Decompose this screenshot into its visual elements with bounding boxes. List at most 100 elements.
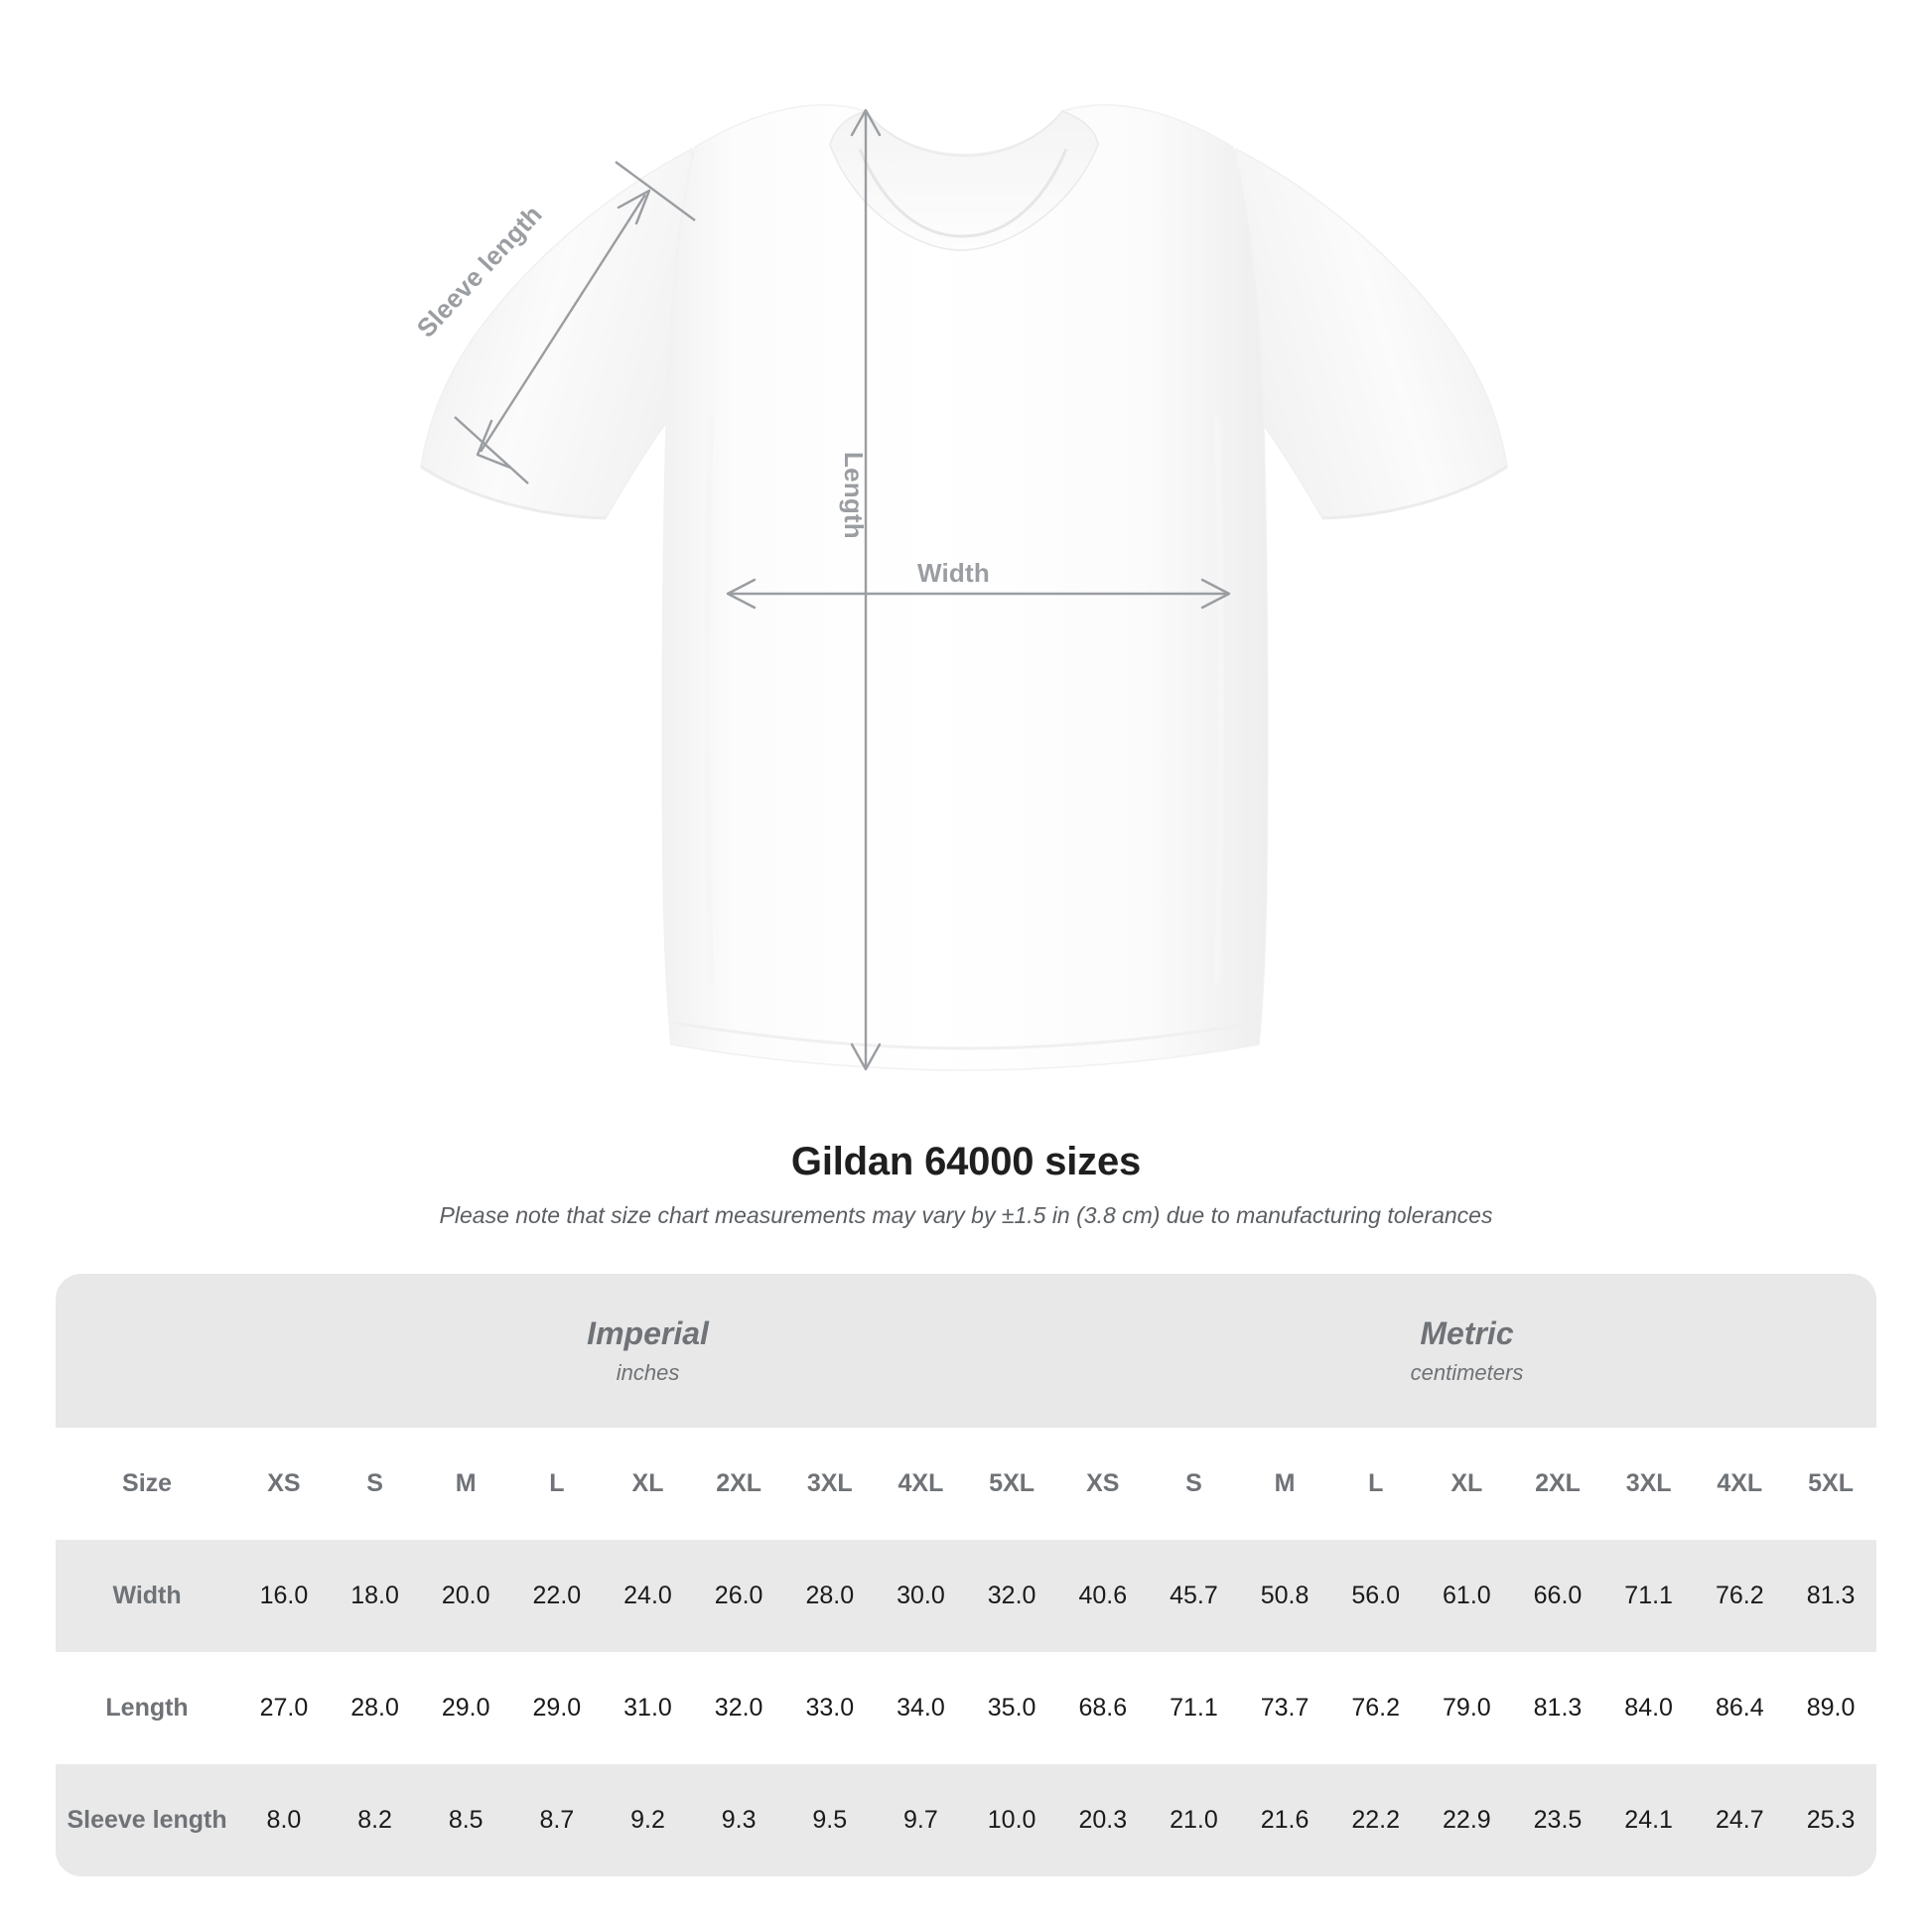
cell-sleeve-length-metric-l: 22.2 bbox=[1351, 1806, 1401, 1834]
cell-length-metric-l: 76.2 bbox=[1351, 1694, 1401, 1722]
cell-width-metric-l: 56.0 bbox=[1351, 1582, 1401, 1609]
size-header-cell-l: L bbox=[549, 1469, 565, 1497]
cell-length-imperial-s: 28.0 bbox=[350, 1694, 399, 1722]
cell-length-imperial-m: 29.0 bbox=[441, 1694, 490, 1722]
size-chart-table: Imperial inches Metric centimeters Size XS S M L… bbox=[56, 1274, 1876, 1876]
cell-length-imperial-5xl: 35.0 bbox=[987, 1694, 1036, 1722]
cell-sleeve-length-imperial-m: 8.5 bbox=[448, 1806, 483, 1834]
sleeve-length-dimension-arrow bbox=[454, 161, 696, 484]
cell-length-imperial-xs: 27.0 bbox=[259, 1694, 309, 1722]
cell-width-imperial-m: 20.0 bbox=[441, 1582, 490, 1609]
cell-length-imperial-xl: 31.0 bbox=[623, 1694, 672, 1722]
cell-width-metric-4xl: 76.2 bbox=[1715, 1582, 1764, 1609]
size-header-cell-2xl: 2XL bbox=[716, 1469, 762, 1497]
cell-sleeve-length-imperial-3xl: 9.5 bbox=[812, 1806, 848, 1834]
table-row: Sleeve length 8.0 8.2 8.5 8.7 9.2 9.3 9.5 9.7 10.… bbox=[56, 1764, 1876, 1876]
unit-banner-spacer bbox=[56, 1274, 239, 1428]
cell-width-metric-3xl: 71.1 bbox=[1624, 1582, 1673, 1609]
unit-group-subtitle: centimeters bbox=[1410, 1359, 1524, 1385]
cell-sleeve-length-metric-s: 21.0 bbox=[1170, 1806, 1218, 1834]
table-row: Length 27.0 28.0 29.0 29.0 31.0 32.0 33.0 34.0 35… bbox=[56, 1652, 1876, 1764]
size-header-cell-5xl: 5XL bbox=[1808, 1469, 1854, 1497]
cell-length-metric-xl: 79.0 bbox=[1443, 1694, 1491, 1722]
size-header-cell-2xl: 2XL bbox=[1535, 1469, 1581, 1497]
cell-sleeve-length-imperial-s: 8.2 bbox=[357, 1806, 392, 1834]
size-header-cell-m: M bbox=[1274, 1469, 1296, 1497]
size-header-cell-xl: XL bbox=[1450, 1469, 1483, 1497]
cell-sleeve-length-imperial-2xl: 9.3 bbox=[721, 1806, 757, 1834]
size-chart-heading: Gildan 64000 sizes Please note that size… bbox=[0, 1140, 1932, 1229]
size-header-cell-4xl: 4XL bbox=[1717, 1469, 1763, 1497]
cell-length-metric-2xl: 81.3 bbox=[1533, 1694, 1583, 1722]
cell-length-imperial-l: 29.0 bbox=[532, 1694, 582, 1722]
cell-width-metric-2xl: 66.0 bbox=[1533, 1582, 1583, 1609]
cell-sleeve-length-metric-m: 21.6 bbox=[1260, 1806, 1310, 1834]
row-header-sleeve-length: Sleeve length bbox=[67, 1806, 227, 1834]
length-dimension-arrow bbox=[850, 108, 882, 1071]
size-header-cell-s: S bbox=[366, 1469, 383, 1497]
cell-length-metric-xs: 68.6 bbox=[1078, 1694, 1128, 1722]
cell-length-imperial-4xl: 34.0 bbox=[897, 1694, 945, 1722]
cell-length-metric-s: 71.1 bbox=[1170, 1694, 1218, 1722]
size-header-cell-l: L bbox=[1368, 1469, 1384, 1497]
row-header-length: Length bbox=[105, 1694, 189, 1722]
length-dimension-label: Length bbox=[839, 452, 869, 539]
cell-width-imperial-xl: 24.0 bbox=[623, 1582, 672, 1609]
cell-sleeve-length-imperial-xs: 8.0 bbox=[266, 1806, 302, 1834]
cell-sleeve-length-imperial-5xl: 10.0 bbox=[987, 1806, 1036, 1834]
width-dimension-label: Width bbox=[917, 558, 990, 588]
tolerance-note: Please note that size chart measurements… bbox=[439, 1202, 1493, 1228]
cell-length-metric-3xl: 84.0 bbox=[1624, 1694, 1673, 1722]
cell-sleeve-length-metric-xs: 20.3 bbox=[1078, 1806, 1128, 1834]
cell-length-metric-m: 73.7 bbox=[1260, 1694, 1310, 1722]
table-row: Width 16.0 18.0 20.0 22.0 24.0 26.0 28.0 30.0 32.… bbox=[56, 1540, 1876, 1652]
cell-length-imperial-3xl: 33.0 bbox=[805, 1694, 855, 1722]
cell-length-metric-4xl: 86.4 bbox=[1715, 1694, 1764, 1722]
unit-group-header-imperial: Imperial inches bbox=[238, 1274, 1057, 1428]
cell-length-metric-5xl: 89.0 bbox=[1806, 1694, 1856, 1722]
size-header-cell-xl: XL bbox=[631, 1469, 664, 1497]
cell-width-imperial-l: 22.0 bbox=[532, 1582, 582, 1609]
cell-width-metric-5xl: 81.3 bbox=[1806, 1582, 1856, 1609]
cell-sleeve-length-metric-xl: 22.9 bbox=[1443, 1806, 1491, 1834]
size-header-cell-xs: XS bbox=[267, 1469, 301, 1497]
page-title: Gildan 64000 sizes bbox=[790, 1140, 1142, 1183]
size-header-cell-m: M bbox=[455, 1469, 477, 1497]
tshirt-shape bbox=[420, 104, 1508, 1071]
cell-width-imperial-xs: 16.0 bbox=[259, 1582, 309, 1609]
cell-width-metric-xs: 40.6 bbox=[1078, 1582, 1128, 1609]
unit-group-header-metric: Metric centimeters bbox=[1056, 1274, 1876, 1428]
cell-sleeve-length-imperial-4xl: 9.7 bbox=[903, 1806, 938, 1834]
cell-width-imperial-4xl: 30.0 bbox=[897, 1582, 945, 1609]
dimension-lines bbox=[454, 108, 1231, 1071]
cell-width-metric-s: 45.7 bbox=[1170, 1582, 1218, 1609]
tshirt-illustration bbox=[420, 104, 1508, 1071]
cell-width-metric-xl: 61.0 bbox=[1443, 1582, 1491, 1609]
unit-banner-row: Imperial inches Metric centimeters bbox=[56, 1274, 1876, 1428]
unit-group-subtitle: inches bbox=[616, 1359, 680, 1385]
row-header-size: Size bbox=[122, 1469, 173, 1497]
cell-sleeve-length-imperial-l: 8.7 bbox=[539, 1806, 575, 1834]
cell-sleeve-length-metric-3xl: 24.1 bbox=[1624, 1806, 1673, 1834]
product-diagram: Sleeve length Length Width bbox=[411, 104, 1508, 1071]
size-header-cell-4xl: 4XL bbox=[897, 1469, 944, 1497]
unit-group-name: Imperial bbox=[587, 1315, 709, 1352]
cell-width-imperial-3xl: 28.0 bbox=[805, 1582, 855, 1609]
size-header-cell-5xl: 5XL bbox=[989, 1469, 1035, 1497]
row-header-width: Width bbox=[112, 1582, 182, 1609]
unit-group-name: Metric bbox=[1420, 1315, 1514, 1352]
size-header-cell-xs: XS bbox=[1086, 1469, 1120, 1497]
cell-length-imperial-2xl: 32.0 bbox=[714, 1694, 763, 1722]
cell-width-imperial-5xl: 32.0 bbox=[987, 1582, 1036, 1609]
cell-width-metric-m: 50.8 bbox=[1260, 1582, 1310, 1609]
size-chart-table-container: Imperial inches Metric centimeters Size XS S M L… bbox=[56, 1274, 1876, 1876]
cell-sleeve-length-metric-2xl: 23.5 bbox=[1533, 1806, 1583, 1834]
cell-sleeve-length-metric-4xl: 24.7 bbox=[1715, 1806, 1764, 1834]
width-dimension-arrow bbox=[726, 578, 1231, 610]
cell-width-imperial-2xl: 26.0 bbox=[714, 1582, 763, 1609]
size-header-cell-3xl: 3XL bbox=[1625, 1469, 1672, 1497]
cell-sleeve-length-metric-5xl: 25.3 bbox=[1806, 1806, 1856, 1834]
cell-sleeve-length-imperial-xl: 9.2 bbox=[630, 1806, 665, 1834]
size-header-cell-s: S bbox=[1185, 1469, 1202, 1497]
cell-width-imperial-s: 18.0 bbox=[350, 1582, 399, 1609]
